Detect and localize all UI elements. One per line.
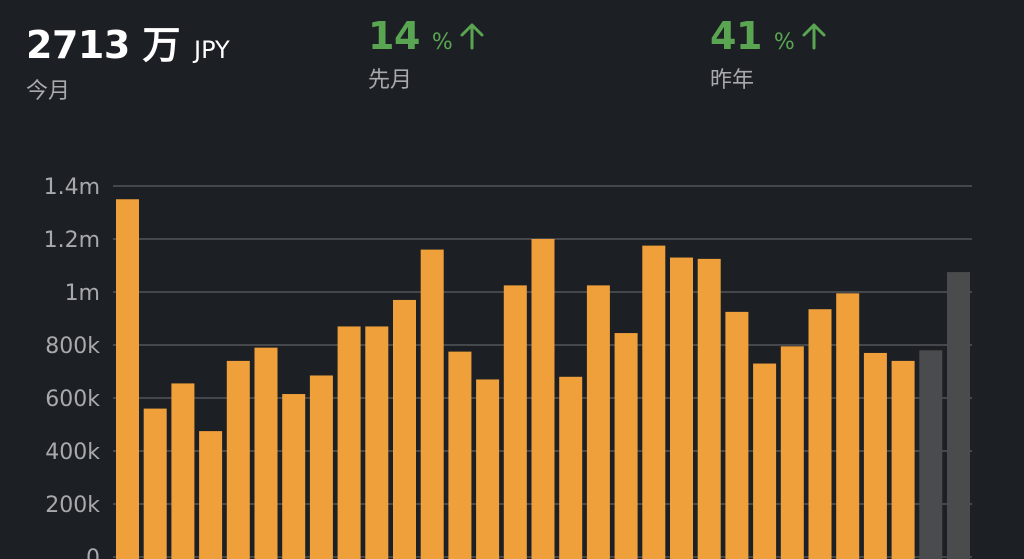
yoy-unit: % [773,30,795,55]
bar[interactable] [337,326,361,559]
y-tick-label: 1.4m [44,175,100,200]
total-value: 2713 万 [26,23,181,67]
bar[interactable] [393,299,416,559]
bar[interactable] [642,245,666,559]
bar-projected[interactable] [919,350,943,559]
bar[interactable] [670,257,693,559]
bar[interactable] [836,293,860,559]
y-tick-label: 1m [65,281,100,306]
bar[interactable] [780,346,804,559]
bar[interactable] [891,360,915,559]
bar[interactable] [753,363,777,559]
y-tick-label: 200k [45,493,100,518]
bar[interactable] [420,249,444,559]
arrow-up-icon [460,23,484,50]
bar[interactable] [254,347,278,559]
bar[interactable] [226,360,250,559]
bar[interactable] [282,394,306,559]
bar[interactable] [365,326,389,559]
bar[interactable] [503,285,527,559]
yoy-label: 昨年 [710,68,755,93]
bar[interactable] [199,431,223,559]
arrow-up-icon [802,23,826,50]
bar[interactable] [863,352,887,559]
y-tick-label: 400k [45,440,100,465]
bar[interactable] [531,239,555,559]
bar[interactable] [143,408,167,559]
month-over-month-stat: 14 % 先月 [368,14,485,94]
bar[interactable] [559,376,583,559]
bar[interactable] [808,309,832,559]
y-tick-label: 0 [86,546,100,559]
bar[interactable] [171,383,195,559]
year-over-year-stat: 41 % 昨年 [710,14,827,94]
bar[interactable] [309,375,333,559]
total-stat: 2713 万 JPY 今月 [26,14,230,105]
total-label: 今月 [26,79,71,104]
yoy-value: 41 [710,14,762,58]
bar-projected[interactable] [947,272,970,559]
bar[interactable] [586,285,610,559]
bar[interactable] [116,199,139,559]
y-tick-label: 600k [45,387,100,412]
bar[interactable] [448,351,472,559]
bar[interactable] [697,258,721,559]
y-tick-label: 1.2m [44,228,100,253]
mom-label: 先月 [368,68,413,93]
y-tick-label: 800k [45,334,100,359]
mom-unit: % [431,30,453,55]
bar[interactable] [614,333,638,559]
bar[interactable] [476,379,500,559]
mom-value: 14 [368,14,420,58]
bar[interactable] [725,311,749,559]
currency-unit: JPY [194,36,230,64]
